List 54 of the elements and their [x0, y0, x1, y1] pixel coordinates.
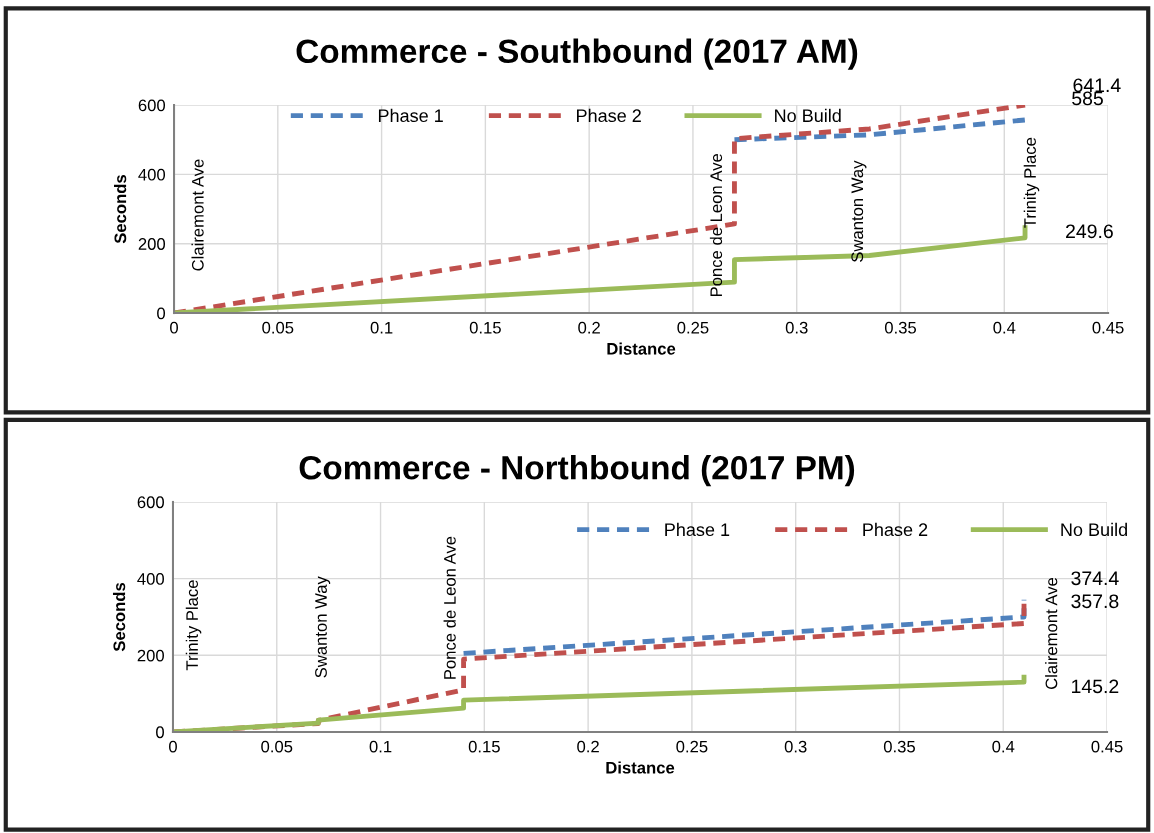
x-axis-title: Distance — [606, 761, 675, 774]
x-tick-label: 0.25 — [677, 321, 709, 334]
x-tick-label: 0.05 — [262, 321, 294, 334]
x-axis-title: Distance — [607, 342, 676, 355]
y-tick-label: 400 — [137, 573, 164, 585]
x-tick-label: 0.35 — [884, 321, 917, 334]
x-tick-label: 0.45 — [1092, 321, 1124, 334]
legend-label: No Build — [775, 108, 841, 123]
annotation: Trinity Place — [1023, 137, 1040, 228]
x-tick-label: 0.05 — [261, 740, 293, 753]
x-tick-label: 0.25 — [676, 740, 708, 753]
x-tick-label: 0.3 — [785, 321, 808, 334]
annotation: 357.8 — [1071, 594, 1119, 609]
chart-title: Commerce - Southbound (2017 AM) — [296, 38, 858, 70]
y-axis-title: Seconds — [114, 174, 127, 244]
x-tick-label: 0.2 — [577, 740, 599, 753]
y-tick-label: 200 — [138, 238, 166, 250]
x-tick-label: 0.1 — [369, 740, 392, 753]
x-tick-label: 0 — [170, 321, 179, 334]
text: 641.4 — [1073, 78, 1121, 93]
x-tick-label: 0 — [169, 740, 177, 753]
annotation: 145.2 — [1072, 679, 1119, 694]
x-tick-label: 0.35 — [883, 740, 915, 753]
x-tick-label: 0.15 — [468, 740, 500, 753]
legend-label: Phase 2 — [577, 108, 641, 123]
x-tick-label: 0.15 — [469, 321, 501, 334]
annotation: Swanton Way — [851, 160, 867, 262]
annotation: Clairemont Ave — [191, 159, 204, 271]
annotation: Clairemont Ave — [1045, 577, 1058, 690]
annotation: Ponce de Leon Ave — [709, 153, 723, 297]
y-tick-label: 0 — [156, 726, 164, 739]
annotation: Trinity Place — [185, 580, 202, 671]
x-tick-label: 0.4 — [993, 321, 1016, 334]
annotation: Swanton Way — [315, 576, 331, 678]
annotation: Ponce de Leon Ave — [443, 536, 456, 679]
annotation: 585 — [1072, 91, 1103, 106]
y-tick-label: 600 — [138, 99, 166, 112]
x-tick-label: 0.45 — [1091, 740, 1123, 753]
y-axis-title: Seconds — [112, 582, 126, 652]
x-tick-label: 0.1 — [370, 321, 393, 334]
legend-label: Phase 2 — [863, 522, 928, 537]
y-tick-label: 0 — [157, 307, 166, 320]
chart-title: Commerce - Northbound (2017 PM) — [299, 455, 855, 487]
y-tick-label: 600 — [137, 496, 164, 509]
x-tick-label: 0.2 — [578, 321, 600, 334]
annotation: 374.4 — [1071, 571, 1119, 586]
legend-label: Phase 1 — [665, 522, 730, 537]
legend-label: Phase 1 — [378, 108, 443, 123]
legend-label: No Build — [1061, 522, 1127, 537]
x-tick-label: 0.3 — [784, 740, 807, 753]
y-tick-label: 400 — [138, 168, 166, 181]
x-tick-label: 0.4 — [992, 740, 1015, 753]
y-tick-label: 200 — [137, 649, 164, 662]
annotation: 249.6 — [1066, 224, 1113, 239]
